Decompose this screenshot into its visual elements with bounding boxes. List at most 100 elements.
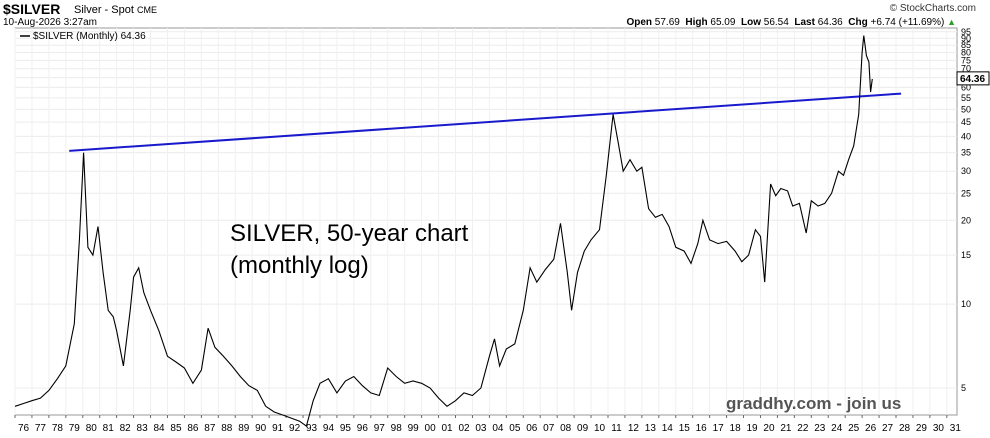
x-tick-label: 19 — [746, 423, 758, 434]
x-tick-label: 85 — [170, 423, 182, 434]
x-tick-label: 29 — [916, 423, 928, 434]
x-tick-label: 04 — [492, 423, 504, 434]
low-value: 56.54 — [763, 17, 789, 28]
up-arrow-icon: ▲ — [947, 17, 956, 27]
x-tick-label: 07 — [543, 423, 555, 434]
chg-label: Chg — [848, 17, 868, 28]
chg-value: +6.74 (+11.69%) — [870, 17, 945, 28]
y-tick-label: 30 — [961, 166, 971, 176]
y-tick-label: 15 — [961, 250, 971, 260]
x-tick-label: 81 — [103, 423, 115, 434]
legend-label: $SILVER (Monthly) 64.36 — [33, 31, 146, 42]
y-tick-label: 35 — [961, 148, 971, 158]
x-tick-label: 23 — [814, 423, 826, 434]
x-tick-label: 01 — [441, 423, 453, 434]
x-tick-label: 84 — [153, 423, 165, 434]
x-tick-label: 02 — [458, 423, 470, 434]
x-tick-label: 16 — [696, 423, 708, 434]
x-tick-label: 06 — [526, 423, 538, 434]
last-price-tag: 64.36 — [956, 71, 990, 86]
x-tick-label: 93 — [306, 423, 318, 434]
symbol-description: Silver - Spot CME — [74, 4, 157, 16]
x-tick-label: 14 — [662, 423, 674, 434]
y-tick-label: 80 — [961, 48, 971, 58]
x-tick-label: 98 — [391, 423, 403, 434]
high-value: 65.09 — [710, 17, 736, 28]
stockcharts-credit[interactable]: © StockCharts.com — [889, 3, 976, 14]
last-label: Last — [794, 17, 815, 28]
x-tick-label: 79 — [69, 423, 81, 434]
y-tick-label: 95 — [961, 27, 971, 37]
x-tick-label: 09 — [577, 423, 589, 434]
x-tick-label: 20 — [763, 423, 775, 434]
chart-datetime: 10-Aug-2026 3:27am — [3, 17, 97, 28]
x-tick-label: 10 — [594, 423, 606, 434]
x-tick-label: 90 — [255, 423, 267, 434]
x-tick-label: 96 — [357, 423, 369, 434]
x-tick-label: 95 — [340, 423, 352, 434]
y-tick-label: 90 — [961, 33, 971, 43]
x-tick-label: 88 — [221, 423, 233, 434]
last-price-tag-box — [956, 71, 990, 86]
description-text: Silver - Spot — [74, 4, 134, 16]
y-tick-label: 85 — [961, 40, 971, 50]
x-tick-label: 77 — [35, 423, 47, 434]
annotation-title-line1: SILVER, 50-year chart — [230, 220, 469, 247]
x-tick-label: 31 — [950, 423, 962, 434]
x-tick-label: 30 — [933, 423, 945, 434]
x-tick-label: 97 — [374, 423, 386, 434]
x-tick-label: 83 — [137, 423, 149, 434]
x-tick-label: 05 — [509, 423, 521, 434]
x-tick-label: 18 — [730, 423, 742, 434]
x-tick-label: 87 — [204, 423, 216, 434]
last-value: 64.36 — [817, 17, 843, 28]
y-tick-label: 5 — [961, 383, 966, 393]
x-axis: 76 77 78 79 80 81 82 83 84 85 86 87 88 89 90 91 92 93 94 95… — [14, 415, 962, 434]
x-tick-label: 78 — [52, 423, 64, 434]
x-tick-label: 89 — [238, 423, 250, 434]
x-tick-label: 92 — [289, 423, 301, 434]
x-tick-label: 25 — [848, 423, 860, 434]
x-tick-label: 86 — [187, 423, 199, 434]
annotation-title: SILVER, 50-year chart (monthly log) — [230, 220, 469, 279]
x-tick-label: 13 — [645, 423, 657, 434]
y-tick-label: 50 — [961, 104, 971, 114]
watermark: graddhy.com - join us — [726, 394, 901, 413]
symbol-title: $SILVER — [3, 1, 61, 17]
x-tick-label: 82 — [120, 423, 132, 434]
open-label: Open — [626, 17, 653, 28]
exchange-label: CME — [136, 5, 157, 15]
y-tick-label: 20 — [961, 215, 971, 225]
x-tick-label: 03 — [475, 423, 487, 434]
x-tick-label: 11 — [611, 423, 622, 434]
x-tick-label: 00 — [425, 423, 437, 434]
x-tick-label: 17 — [713, 423, 725, 434]
x-tick-label: 15 — [679, 423, 691, 434]
x-tick-label: 94 — [323, 423, 335, 434]
last-price-tag-text: 64.36 — [960, 74, 985, 85]
y-tick-label: 45 — [961, 117, 971, 127]
x-tick-label: 24 — [831, 423, 843, 434]
y-tick-label: 55 — [961, 93, 971, 103]
y-tick-label: 10 — [961, 299, 971, 309]
annotation-title-line2: (monthly log) — [230, 252, 369, 279]
x-tick-label: 80 — [86, 423, 98, 434]
low-label: Low — [740, 17, 761, 28]
legend: $SILVER (Monthly) 64.36 — [20, 31, 146, 42]
x-tick-label: 91 — [272, 423, 284, 434]
y-tick-label: 75 — [961, 55, 971, 65]
x-tick-label: 08 — [560, 423, 572, 434]
x-tick-label: 22 — [797, 423, 809, 434]
price-line — [14, 35, 873, 428]
plot-area — [14, 27, 958, 416]
x-tick-label: 99 — [408, 423, 420, 434]
x-tick-label: 26 — [865, 423, 877, 434]
high-label: High — [685, 17, 708, 28]
x-tick-label: 21 — [780, 423, 792, 434]
ohlc-readout: Open 57.69 High 65.09 Low 56.54 Last 64.… — [626, 17, 956, 28]
x-tick-label: 27 — [882, 423, 894, 434]
gridlines — [14, 28, 957, 415]
x-tick-label: 76 — [18, 423, 30, 434]
open-value: 57.69 — [654, 17, 680, 28]
